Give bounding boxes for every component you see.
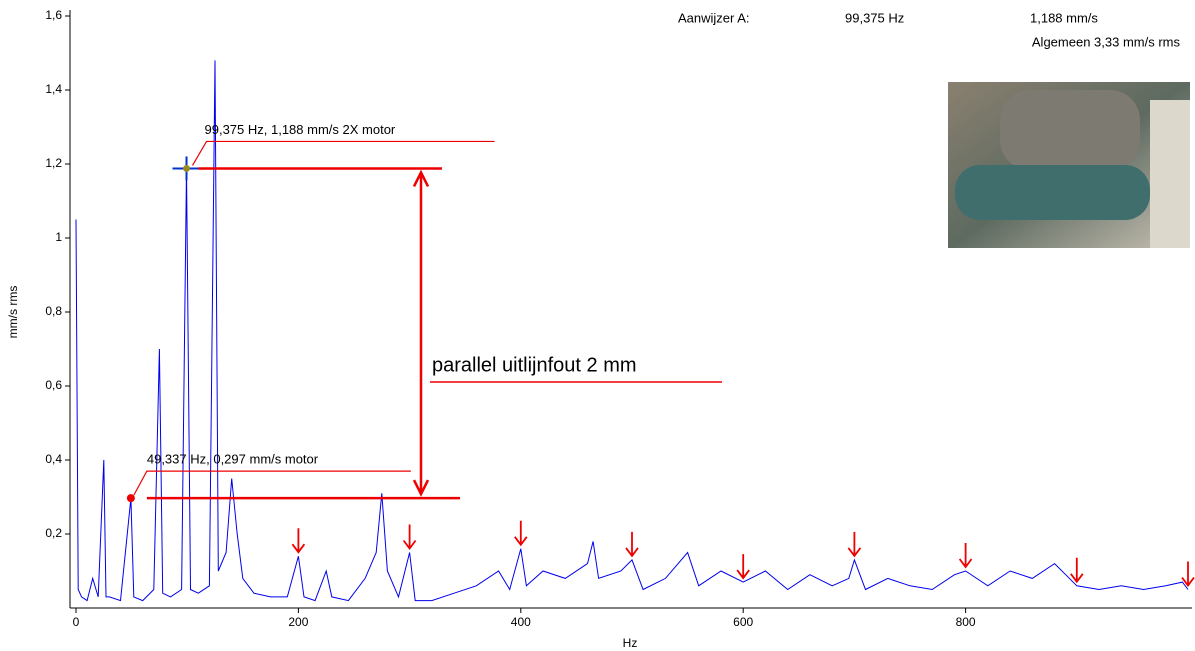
- x-tick-label: 400: [511, 615, 531, 629]
- cursor-dot: [183, 165, 190, 172]
- x-tick-label: 0: [73, 615, 80, 629]
- y-tick-label: 0,6: [45, 378, 62, 392]
- cursor-frequency: 99,375 Hz: [845, 10, 904, 25]
- cursor-amplitude: 1,188 mm/s: [1030, 10, 1098, 25]
- difference-label: parallel uitlijnfout 2 mm: [432, 354, 637, 376]
- cursor-label: Aanwijzer A:: [678, 10, 750, 25]
- x-tick-label: 200: [288, 615, 308, 629]
- y-tick-label: 0,2: [45, 526, 62, 540]
- harmonic-arrow: [737, 554, 749, 578]
- difference-arrow: [414, 172, 428, 494]
- x-tick-label: 600: [733, 615, 753, 629]
- leader: [134, 471, 411, 495]
- marker-dot: [127, 494, 135, 502]
- harmonic-arrow: [626, 532, 638, 556]
- y-tick-label: 1: [55, 230, 62, 244]
- harmonic-arrow: [848, 532, 860, 556]
- y-tick-label: 0,4: [45, 452, 62, 466]
- y-tick-label: 1,2: [45, 156, 62, 170]
- photo: [948, 82, 1190, 248]
- chart: Aanwijzer A: 99,375 Hz 1,188 mm/s Algeme…: [0, 0, 1195, 651]
- y-tick-label: 1,6: [45, 8, 62, 22]
- leader: [193, 141, 495, 165]
- harmonic-arrow: [1182, 562, 1194, 586]
- annotation: 49,337 Hz, 0,297 mm/s motor: [147, 452, 319, 467]
- harmonic-arrow: [1071, 558, 1083, 582]
- x-tick-label: 800: [956, 615, 976, 629]
- y-axis-label: mm/s rms: [6, 286, 20, 339]
- overall-level: Algemeen 3,33 mm/s rms: [1032, 34, 1181, 49]
- harmonic-arrow: [404, 525, 416, 549]
- y-tick-label: 1,4: [45, 82, 62, 96]
- x-axis-label: Hz: [623, 636, 638, 650]
- annotation: 99,375 Hz, 1,188 mm/s 2X motor: [205, 122, 396, 137]
- y-tick-label: 0,8: [45, 304, 62, 318]
- harmonic-arrow: [292, 528, 304, 552]
- harmonic-arrow: [960, 543, 972, 567]
- harmonic-arrow: [515, 521, 527, 545]
